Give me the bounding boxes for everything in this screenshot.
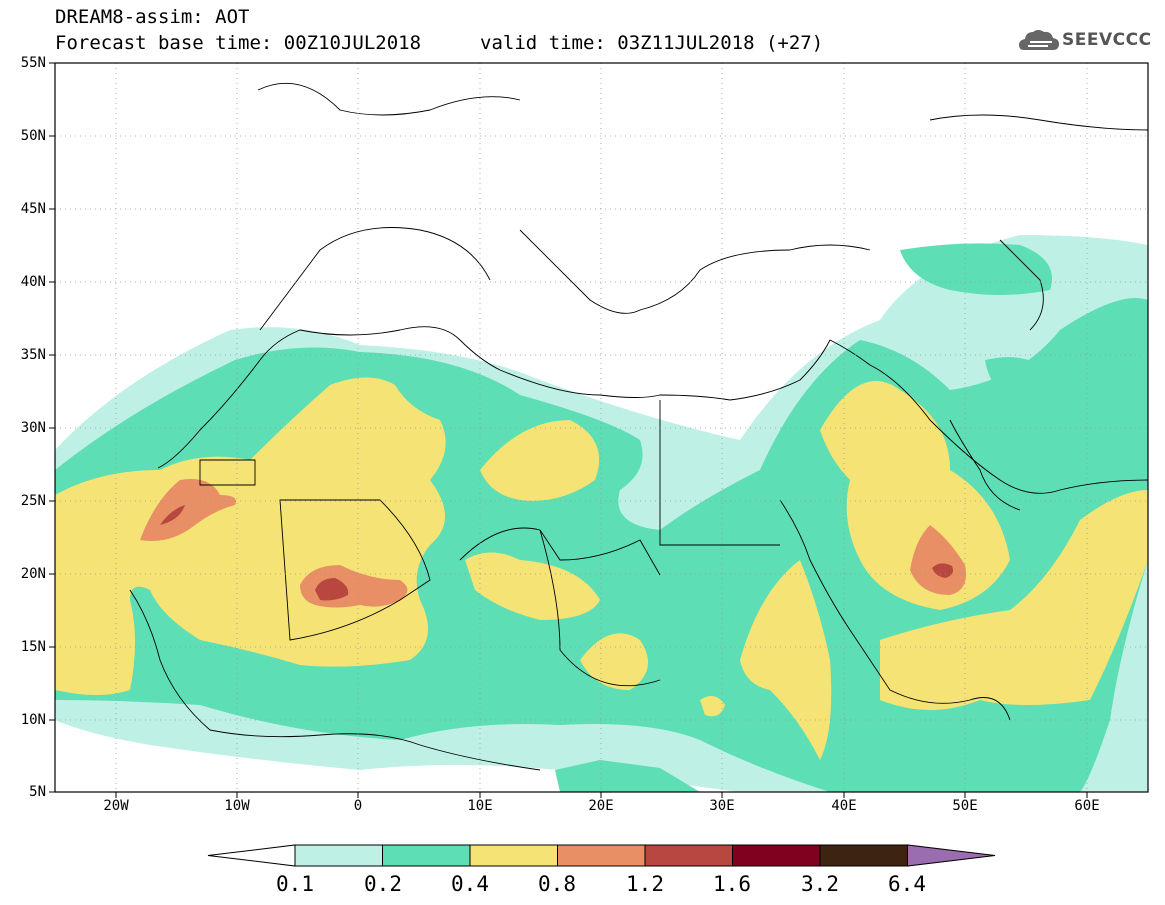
- lon-label: 50E: [952, 798, 978, 814]
- colorbar-label: 1.2: [626, 872, 664, 896]
- axis-ticks: [49, 62, 1088, 798]
- colorbar-label: 0.4: [451, 872, 489, 896]
- lon-label: 60E: [1074, 798, 1100, 814]
- lon-label: 0: [353, 798, 363, 814]
- lat-label: 20N: [20, 566, 46, 582]
- valid-time-label: valid time: 03Z11JUL2018 (+27): [480, 32, 824, 54]
- lat-label: 55N: [20, 55, 46, 71]
- aot-field: [55, 235, 1148, 792]
- coastlines: [129, 82, 1148, 771]
- lon-label: 30E: [709, 798, 735, 814]
- colorbar-label: 3.2: [801, 872, 839, 896]
- logo-text: SEEVCCC: [1062, 30, 1152, 50]
- lon-label: 40E: [831, 798, 857, 814]
- lat-label: 45N: [20, 201, 46, 217]
- colorbar-label: 1.6: [713, 872, 751, 896]
- lon-label: 20E: [588, 798, 614, 814]
- gridlines: [55, 63, 1148, 792]
- lon-label: 20W: [103, 798, 129, 814]
- lat-label: 50N: [20, 128, 46, 144]
- base-time-label: Forecast base time: 00Z10JUL2018: [55, 32, 422, 54]
- lat-label: 35N: [20, 347, 46, 363]
- lon-label: 10W: [224, 798, 250, 814]
- cloud-logo-icon: [1019, 30, 1059, 50]
- map-title: DREAM8-assim: AOT: [55, 6, 250, 28]
- lat-label: 15N: [20, 639, 46, 655]
- lat-label: 25N: [20, 493, 46, 509]
- lon-label: 10E: [467, 798, 493, 814]
- colorbar-label: 0.8: [538, 872, 576, 896]
- colorbar-label: 6.4: [888, 872, 926, 896]
- lat-label: 5N: [29, 784, 46, 800]
- colorbar-label: 0.2: [364, 872, 402, 896]
- lat-label: 40N: [20, 274, 46, 290]
- colorbar-label: 0.1: [276, 872, 314, 896]
- lat-label: 10N: [20, 712, 46, 728]
- lat-label: 30N: [20, 420, 46, 436]
